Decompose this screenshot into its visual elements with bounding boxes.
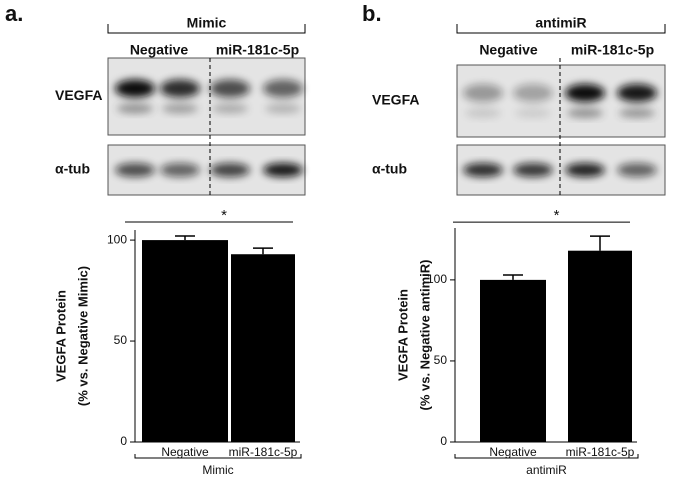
y-axis-label: (% vs. Negative antimiR): [417, 260, 432, 411]
bar: [142, 240, 228, 442]
bracket: [107, 24, 306, 34]
band: [210, 79, 250, 98]
significance-mark: *: [554, 207, 560, 224]
y-axis-label: VEGFA Protein: [395, 289, 410, 381]
bar: [231, 254, 295, 442]
band: [567, 108, 603, 118]
x-tick-label: Negative: [489, 445, 537, 459]
y-tick-label: 100: [107, 232, 127, 246]
x-tick-label: miR-181c-5p: [229, 445, 298, 459]
error-bar: [175, 235, 195, 241]
bar: [568, 250, 632, 442]
row-label: VEGFA: [55, 87, 102, 103]
blot-group: Mimic: [187, 15, 227, 31]
x-axis-label: antimiR: [526, 463, 567, 477]
significance-mark: *: [221, 207, 227, 224]
band: [617, 163, 657, 177]
x-tick-label: miR-181c-5p: [566, 445, 635, 459]
lane-label: Negative: [479, 42, 538, 58]
band: [265, 103, 301, 114]
x-axis-label: Mimic: [202, 463, 233, 477]
y-axis-label: VEGFA Protein: [53, 290, 68, 382]
y-axis-label: (% vs. Negative Mimic): [75, 266, 90, 406]
lane-label: Negative: [130, 42, 189, 58]
y-tick-label: 50: [114, 333, 128, 347]
band: [115, 79, 155, 98]
blot-group: antimiR: [535, 15, 586, 31]
lane-label: miR-181c-5p: [571, 42, 654, 58]
band: [515, 108, 551, 118]
band: [619, 108, 655, 118]
band: [160, 79, 200, 98]
panel-label: b.: [362, 1, 382, 26]
band: [565, 84, 605, 102]
band: [463, 163, 503, 177]
row-label: α-tub: [55, 161, 90, 177]
band: [513, 163, 553, 177]
band: [162, 103, 198, 114]
lane-label: miR-181c-5p: [216, 42, 299, 58]
y-tick-label: 50: [434, 353, 448, 367]
x-tick-label: Negative: [161, 445, 209, 459]
band: [263, 79, 303, 98]
row-label: α-tub: [372, 161, 407, 177]
band: [617, 84, 657, 102]
bar: [480, 279, 546, 442]
error-bar: [253, 247, 273, 255]
panel-label: a.: [5, 1, 23, 26]
band: [465, 108, 501, 118]
band: [513, 84, 553, 102]
band: [117, 103, 153, 114]
row-label: VEGFA: [372, 92, 419, 108]
band: [115, 163, 155, 177]
bracket: [456, 24, 666, 34]
x-group-bracket: [454, 454, 639, 459]
band: [565, 163, 605, 177]
error-bar: [590, 235, 610, 251]
x-group-bracket: [134, 454, 302, 459]
y-tick-label: 100: [427, 272, 447, 286]
band: [463, 84, 503, 102]
y-tick-label: 0: [440, 434, 447, 448]
band: [210, 163, 250, 177]
band: [160, 163, 200, 177]
y-tick-label: 0: [120, 434, 127, 448]
band: [212, 103, 248, 114]
band: [263, 163, 303, 177]
error-bar: [503, 274, 523, 280]
